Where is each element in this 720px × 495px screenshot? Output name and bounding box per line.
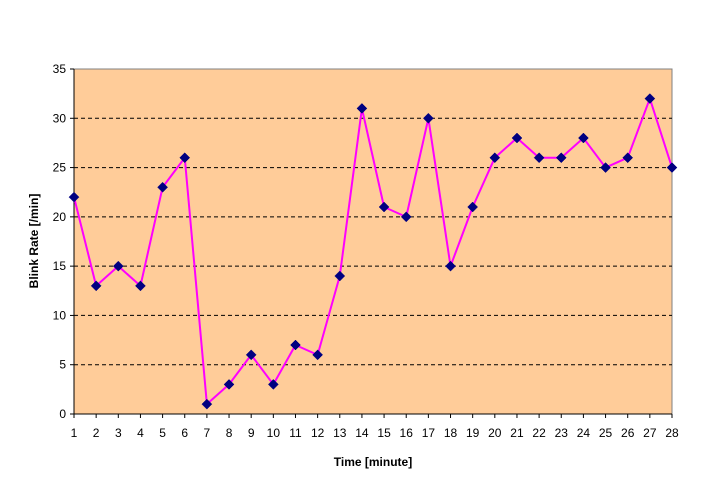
x-tick-label: 23 — [555, 426, 569, 440]
data-point-marker — [578, 132, 589, 144]
data-point-marker — [157, 181, 168, 193]
x-tick-label: 8 — [226, 426, 233, 440]
x-tick-label: 11 — [289, 426, 302, 440]
data-point-marker — [600, 162, 611, 173]
x-axis-title: Time [minute] — [334, 455, 412, 469]
y-tick-label: 10 — [53, 308, 67, 322]
data-point-marker — [267, 379, 279, 390]
data-point-marker — [334, 270, 346, 282]
x-axis-ticks: 1 2 3 4 5 6 7 8 9 10 11 12 13 14 15 16 17 18 19 20 21 22 23 24 2… — [71, 414, 679, 440]
data-point-marker — [378, 201, 390, 213]
x-tick-label: 15 — [377, 426, 391, 440]
y-tick-label: 5 — [59, 358, 66, 372]
data-point-marker — [135, 280, 146, 292]
data-point-marker — [400, 211, 412, 223]
data-point-marker — [555, 152, 567, 164]
data-point-marker — [666, 162, 678, 173]
data-point-marker — [489, 152, 501, 164]
data-point-marker — [622, 152, 634, 164]
x-tick-label: 14 — [355, 426, 369, 440]
data-point-marker — [90, 280, 102, 292]
x-tick-label: 24 — [577, 426, 591, 440]
data-point-marker — [312, 349, 323, 361]
x-tick-label: 3 — [115, 426, 122, 440]
y-tick-label: 20 — [53, 210, 67, 224]
x-tick-label: 4 — [137, 426, 144, 440]
x-tick-label: 19 — [466, 426, 480, 440]
series-layer — [68, 93, 678, 410]
data-point-marker — [179, 152, 191, 164]
data-point-marker — [467, 201, 479, 213]
series-line — [73, 97, 673, 406]
x-tick-label: 20 — [488, 426, 502, 440]
x-tick-label: 26 — [621, 426, 635, 440]
x-tick-label: 18 — [444, 426, 458, 440]
data-point-marker — [511, 132, 523, 144]
x-tick-label: 27 — [643, 426, 657, 440]
y-axis-ticks: 0 5 10 15 20 25 30 35 — [53, 62, 74, 421]
x-tick-label: 5 — [159, 426, 166, 440]
x-tick-label: 2 — [93, 426, 100, 440]
y-tick-label: 30 — [53, 111, 67, 125]
data-point-marker — [533, 152, 545, 164]
x-tick-label: 22 — [532, 426, 546, 440]
data-point-marker — [445, 260, 456, 272]
x-tick-label: 25 — [599, 426, 613, 440]
y-tick-label: 15 — [53, 259, 67, 273]
x-tick-label: 21 — [510, 426, 524, 440]
plot-area — [73, 68, 673, 415]
y-tick-label: 35 — [53, 62, 67, 76]
x-tick-label: 1 — [71, 426, 78, 440]
x-tick-label: 9 — [248, 426, 255, 440]
y-tick-label: 0 — [59, 407, 66, 421]
data-point-marker — [223, 379, 235, 390]
data-point-marker — [245, 349, 257, 361]
data-point-marker — [112, 260, 124, 272]
x-tick-label: 13 — [333, 426, 347, 440]
x-tick-label: 16 — [400, 426, 414, 440]
data-point-marker — [201, 398, 213, 410]
data-point-marker — [423, 112, 434, 124]
y-tick-label: 25 — [53, 161, 67, 175]
x-tick-label: 7 — [204, 426, 211, 440]
y-axis-title: Blink Rate [/min] — [27, 194, 41, 289]
data-point-marker — [356, 103, 368, 114]
data-point-marker — [290, 339, 301, 351]
data-point-marker — [68, 191, 80, 203]
x-tick-label: 6 — [181, 426, 188, 440]
grid-lines — [74, 117, 672, 366]
x-tick-label: 10 — [267, 426, 281, 440]
x-tick-label: 17 — [422, 426, 436, 440]
data-point-marker — [644, 93, 656, 104]
x-tick-label: 28 — [665, 426, 679, 440]
x-tick-label: 12 — [311, 426, 325, 440]
